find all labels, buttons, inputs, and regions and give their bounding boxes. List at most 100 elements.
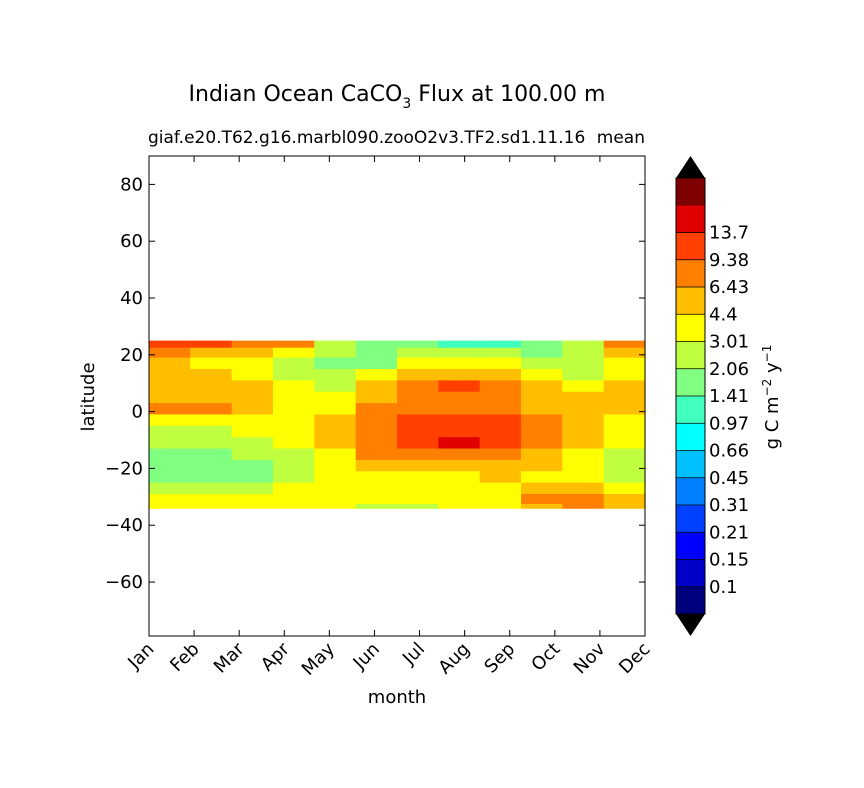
heatmap-cell	[355, 369, 398, 381]
heatmap-cell	[562, 391, 605, 404]
heatmap-cell	[149, 459, 191, 472]
heatmap-cell	[521, 503, 563, 509]
heatmap-cell	[231, 347, 274, 359]
heatmap-cell	[397, 493, 439, 505]
colorbar-tick-label: 0.15	[709, 550, 749, 571]
heatmap-cell	[479, 414, 522, 427]
heatmap-cell	[479, 437, 522, 450]
heatmap-cell	[479, 459, 522, 472]
heatmap-cell	[562, 357, 605, 370]
heatmap-cell	[397, 482, 439, 495]
heatmap-cell	[355, 471, 398, 484]
heatmap-cell	[314, 493, 357, 505]
heatmap-cell	[479, 503, 522, 509]
colorbar-label: g C m−2 y−1	[760, 345, 783, 450]
heatmap-cell	[314, 414, 357, 427]
heatmap-cell	[438, 391, 481, 404]
heatmap-cell	[438, 380, 481, 393]
heatmap-cell	[438, 425, 481, 438]
heatmap-cell	[397, 369, 439, 381]
heatmap-cell	[190, 471, 233, 484]
heatmap-cell	[231, 448, 274, 461]
colorbar-swatch	[676, 396, 705, 424]
heatmap-cell	[231, 380, 274, 393]
heatmap-cell	[149, 471, 191, 484]
heatmap-cell	[479, 369, 522, 381]
heatmap-cell	[231, 425, 274, 438]
heatmap-cell	[603, 448, 646, 461]
heatmap-cell	[314, 369, 357, 381]
heatmap-cell	[355, 503, 398, 509]
heatmap-cell	[521, 340, 563, 349]
heatmap-cell	[355, 459, 398, 472]
heatmap-cell	[562, 503, 605, 509]
heatmap-cell	[438, 414, 481, 427]
heatmap-cell	[438, 503, 481, 509]
colorbar-label-exp1: −2	[760, 379, 774, 397]
heatmap-cell	[479, 357, 522, 370]
colorbar-tick-label: 0.45	[709, 468, 749, 489]
heatmap-cell	[273, 503, 315, 509]
heatmap-cell	[479, 493, 522, 505]
heatmap-cell	[355, 482, 398, 495]
heatmap-cell	[521, 459, 563, 472]
heatmap-cell	[521, 437, 563, 450]
x-tick-label: Dec	[615, 639, 654, 678]
heatmap-cell	[562, 425, 605, 438]
heatmap-cell	[231, 493, 274, 505]
heatmap-cell	[314, 380, 357, 393]
heatmap-cell	[231, 471, 274, 484]
heatmap-cell	[190, 357, 233, 370]
heatmap-cell	[314, 503, 357, 509]
heatmap-cell	[438, 369, 481, 381]
heatmap-cell	[273, 369, 315, 381]
colorbar-extend-high	[676, 156, 705, 178]
heatmap-cell	[314, 437, 357, 450]
x-tick-label: Feb	[166, 639, 203, 676]
heatmap-cell	[603, 403, 646, 416]
heatmap-cell	[603, 437, 646, 450]
heatmap-cell	[314, 340, 357, 349]
heatmap-cell	[273, 448, 315, 461]
heatmap-cell	[603, 425, 646, 438]
heatmap-cell	[273, 482, 315, 495]
heatmap-cell	[438, 459, 481, 472]
colorbar-swatch	[676, 205, 705, 233]
heatmap-cell	[314, 347, 357, 359]
heatmap-cell	[603, 493, 646, 505]
heatmap-cell	[603, 380, 646, 393]
heatmap-cell	[273, 340, 315, 349]
colorbar-swatch	[676, 314, 705, 342]
colorbar-label-mid: y	[762, 362, 783, 379]
heatmap-cell	[397, 391, 439, 404]
heatmap-cell	[521, 425, 563, 438]
heatmap-cell	[562, 380, 605, 393]
heatmap-cell	[190, 414, 233, 427]
heatmap-cell	[273, 391, 315, 404]
heatmap-cell	[521, 391, 563, 404]
heatmap-cell	[355, 347, 398, 359]
heatmap-cell	[149, 482, 191, 495]
heatmap-cell	[438, 437, 481, 450]
heatmap-cell	[190, 403, 233, 416]
heatmap-cell	[231, 357, 274, 370]
heatmap-cell	[355, 380, 398, 393]
heatmap-cell	[562, 471, 605, 484]
heatmap-cell	[521, 357, 563, 370]
heatmap-cell	[603, 414, 646, 427]
x-tick-label: Jun	[349, 639, 384, 674]
heatmap-cell	[562, 437, 605, 450]
y-tick-label: −40	[105, 515, 143, 536]
colorbar-swatch	[676, 232, 705, 261]
colorbar-tick-label: 9.38	[709, 250, 749, 271]
y-axis: 80 60 40 20 0 −20 −40 −60	[105, 174, 645, 593]
heatmap-cell	[355, 340, 398, 349]
heatmap-cell	[521, 403, 563, 416]
heatmap-cell	[231, 340, 274, 349]
y-tick-label: −20	[105, 458, 143, 479]
heatmap-cell	[479, 448, 522, 461]
heatmap-cell	[603, 391, 646, 404]
heatmap-cell	[314, 391, 357, 404]
colorbar-swatch	[676, 559, 705, 588]
x-tick-label: Sep	[480, 639, 519, 678]
